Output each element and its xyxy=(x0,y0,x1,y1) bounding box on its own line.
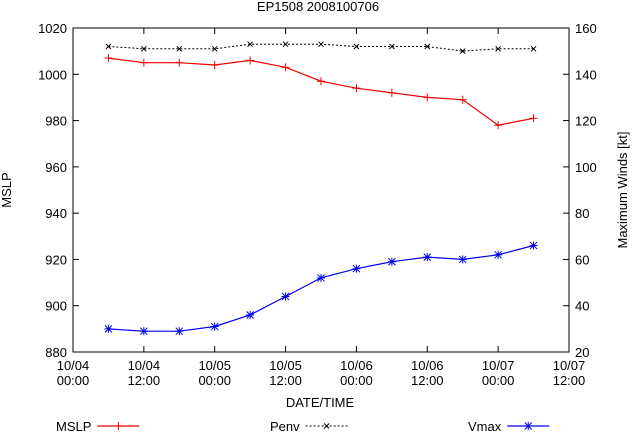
data-point-penv xyxy=(459,48,466,54)
data-point-penv xyxy=(105,43,112,50)
y-tick-label-right: 60 xyxy=(575,252,589,267)
series-line-mslp xyxy=(108,57,534,126)
legend: MSLP Penv Vmax xyxy=(56,419,550,434)
y-tick-label-right: 140 xyxy=(575,67,597,82)
legend-marker-penv xyxy=(323,423,330,429)
legend-label-mslp: MSLP xyxy=(56,419,91,434)
plot-frame xyxy=(72,27,570,353)
y-tick-label-left: 980 xyxy=(45,114,67,129)
data-point-vmax xyxy=(494,250,503,259)
y-tick-label-right: 40 xyxy=(575,299,589,314)
data-point-vmax xyxy=(175,327,184,336)
legend-label-penv: Penv xyxy=(270,419,300,434)
data-point-mslp xyxy=(175,58,184,67)
data-point-mslp xyxy=(281,63,290,72)
y-tick-label-right: 120 xyxy=(575,114,597,129)
data-point-mslp xyxy=(423,93,432,102)
chart-title: EP1508 2008100706 xyxy=(257,0,379,14)
data-point-vmax xyxy=(352,264,361,273)
series-line-vmax xyxy=(108,244,534,332)
data-point-penv xyxy=(353,43,360,50)
data-point-penv xyxy=(495,45,501,52)
x-tick-label-time: 12:00 xyxy=(553,373,586,388)
series-layer xyxy=(104,41,538,336)
data-point-vmax xyxy=(210,322,219,331)
x-tick-label-date: 10/05 xyxy=(198,358,231,373)
data-point-mslp xyxy=(458,95,467,104)
y-tick-label-left: 880 xyxy=(45,345,67,360)
legend-label-vmax: Vmax xyxy=(468,419,502,434)
data-point-penv xyxy=(141,45,147,52)
data-point-vmax xyxy=(317,273,325,282)
data-point-penv xyxy=(282,41,289,48)
data-point-vmax xyxy=(104,324,113,333)
x-tick-label-time: 00:00 xyxy=(57,373,90,388)
y-tick-label-left: 1000 xyxy=(38,67,67,82)
x-tick-label-date: 10/04 xyxy=(57,358,90,373)
data-point-vmax xyxy=(246,310,255,319)
x-axis-label: DATE/TIME xyxy=(286,395,355,410)
data-point-mslp xyxy=(139,58,148,67)
data-point-vmax xyxy=(423,253,432,262)
y-tick-label-right: 80 xyxy=(575,206,589,221)
y-tick-label-left: 920 xyxy=(45,252,67,267)
y-axis-label-left: MSLP xyxy=(0,172,14,207)
data-point-penv xyxy=(211,45,218,52)
y-tick-label-right: 20 xyxy=(575,345,589,360)
data-point-mslp xyxy=(246,56,255,65)
data-point-vmax xyxy=(281,292,290,301)
x-tick-label-time: 00:00 xyxy=(198,373,231,388)
data-point-penv xyxy=(247,41,253,48)
data-point-mslp xyxy=(317,77,325,86)
data-point-mslp xyxy=(210,61,219,70)
data-point-vmax xyxy=(139,327,148,336)
x-tick-label-date: 10/07 xyxy=(553,358,586,373)
data-point-vmax xyxy=(458,255,467,264)
x-tick-label-time: 00:00 xyxy=(482,373,515,388)
data-point-vmax xyxy=(529,241,538,250)
data-point-penv xyxy=(530,45,537,52)
data-point-penv xyxy=(176,45,183,52)
y-axis-label-right: Maximum Winds [kt] xyxy=(615,131,630,248)
x-tick-label-date: 10/04 xyxy=(128,358,161,373)
data-point-penv xyxy=(424,43,431,50)
x-tick-label-date: 10/05 xyxy=(269,358,302,373)
data-point-mslp xyxy=(529,114,538,123)
left-axis: 880 900 920 940 960 980 1000 1020 xyxy=(38,21,569,360)
y-tick-label-left: 1020 xyxy=(38,21,67,36)
x-axis: 10/0400:0010/0412:0010/0500:0010/0512:00… xyxy=(57,28,586,388)
data-point-mslp xyxy=(352,84,361,93)
data-point-mslp xyxy=(387,88,396,97)
data-point-penv xyxy=(318,41,324,48)
y-tick-label-left: 940 xyxy=(45,206,67,221)
right-axis: 20 40 60 80 100 120 140 160 xyxy=(575,21,597,360)
x-tick-label-time: 12:00 xyxy=(269,373,302,388)
x-tick-label-time: 12:00 xyxy=(128,373,161,388)
x-tick-label-time: 00:00 xyxy=(340,373,373,388)
series-line-penv xyxy=(108,43,534,52)
data-point-vmax xyxy=(387,257,396,266)
y-tick-label-left: 900 xyxy=(45,299,67,314)
x-tick-label-date: 10/06 xyxy=(411,358,444,373)
legend-marker-vmax xyxy=(524,422,533,430)
data-point-penv xyxy=(389,43,395,50)
x-tick-label-time: 12:00 xyxy=(411,373,444,388)
y-tick-label-left: 960 xyxy=(45,160,67,175)
y-tick-label-right: 160 xyxy=(575,21,597,36)
data-point-mslp xyxy=(104,54,113,63)
x-tick-label-date: 10/06 xyxy=(340,358,373,373)
data-point-mslp xyxy=(494,121,503,130)
x-tick-label-date: 10/07 xyxy=(482,358,515,373)
legend-marker-mslp xyxy=(114,422,123,430)
y-tick-label-right: 100 xyxy=(575,160,597,175)
